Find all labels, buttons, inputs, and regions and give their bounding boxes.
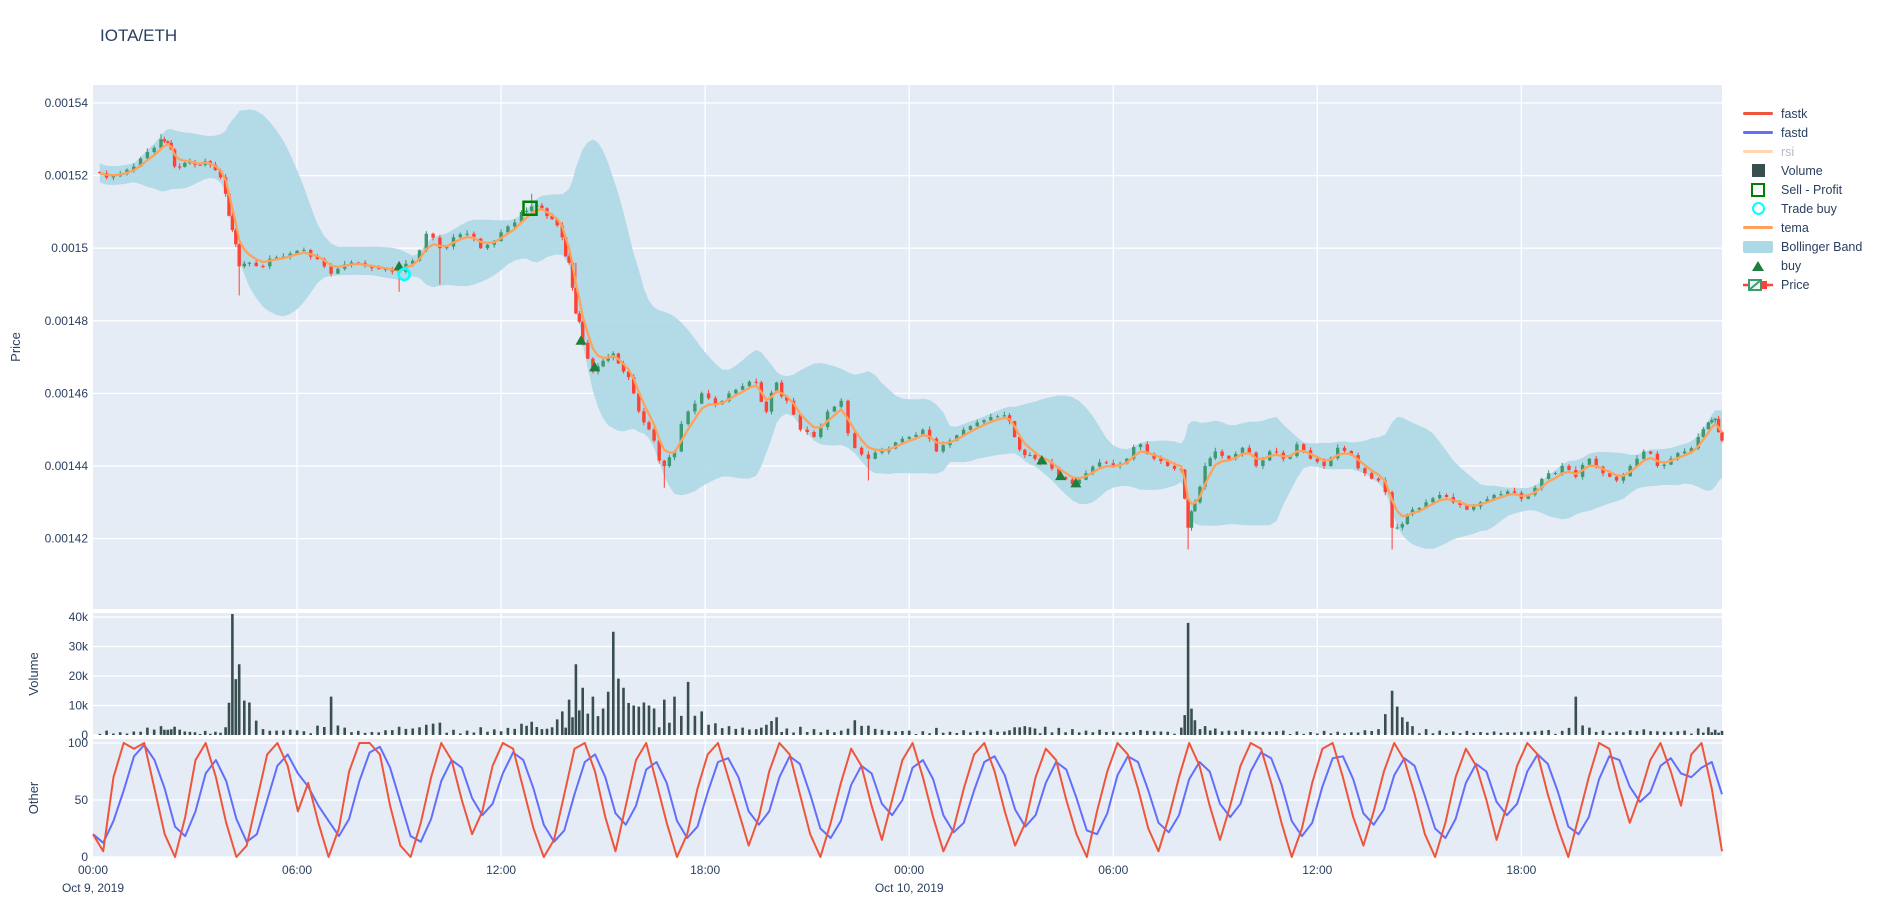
x-tick-label: 12:00: [486, 863, 516, 877]
page-title: IOTA/ETH: [100, 26, 178, 45]
legend-item-label: buy: [1781, 258, 1802, 273]
volume-tick-label: 10k: [69, 699, 89, 713]
x-tick-label: 18:00: [690, 863, 720, 877]
x-date-label: Oct 10, 2019: [875, 881, 944, 895]
price-tick-label: 0.00146: [45, 386, 89, 400]
volume-panel[interactable]: [93, 613, 1722, 735]
price-tick-label: 0.00154: [45, 96, 89, 110]
x-tick-label: 06:00: [1098, 863, 1128, 877]
legend-item-price[interactable]: Price: [1742, 275, 1888, 294]
volume-tick-label: 30k: [69, 640, 89, 654]
legend-item-label: Sell - Profit: [1781, 182, 1843, 197]
legend-item-trade-buy[interactable]: Trade buy: [1742, 199, 1888, 218]
fastd-line: [92, 743, 1723, 844]
triangle-icon: [1742, 260, 1774, 271]
buy-marker: [575, 335, 587, 345]
buy-marker: [1036, 455, 1048, 465]
price-axis-title: Price: [8, 332, 23, 362]
legend-item-fastd[interactable]: fastd: [1742, 123, 1888, 142]
other-axis-title: Other: [26, 781, 41, 814]
legend-item-label: fastk: [1781, 106, 1808, 121]
legend-item-tema[interactable]: tema: [1742, 218, 1888, 237]
trade-markers: [393, 200, 1082, 488]
legend-item-bollinger-band[interactable]: Bollinger Band: [1742, 237, 1888, 256]
legend-item-label: fastd: [1781, 125, 1809, 140]
legend-item-rsi[interactable]: rsi: [1742, 142, 1888, 161]
volume-tick-label: 0: [81, 728, 88, 742]
legend-item-label: rsi: [1781, 144, 1795, 159]
legend-item-fastk[interactable]: fastk: [1742, 104, 1888, 123]
line-icon: [1742, 150, 1774, 153]
line-icon: [1742, 226, 1774, 229]
volume-tick-label: 20k: [69, 669, 89, 683]
line-icon: [1742, 131, 1774, 134]
price-tick-label: 0.0015: [51, 241, 88, 255]
other-tick-label: 50: [75, 793, 89, 807]
buy-marker: [393, 260, 405, 271]
sell-profit-marker: [522, 200, 538, 217]
buy-marker: [1055, 470, 1067, 481]
legend: fastk fastd rsi Volume Sell - Profit Trade bu…: [1742, 104, 1888, 294]
line-icon: [1742, 112, 1774, 115]
other-tick-label: 0: [81, 850, 88, 864]
x-date-label: Oct 9, 2019: [62, 881, 124, 895]
legend-item-label: tema: [1781, 220, 1809, 235]
buy-marker: [589, 361, 601, 372]
square-icon: [1742, 164, 1774, 177]
x-tick-label: 00:00: [894, 863, 924, 877]
fastk-line: [92, 742, 1723, 858]
legend-item-volume[interactable]: Volume: [1742, 161, 1888, 180]
other-tick-label: 100: [68, 736, 88, 750]
legend-item-label: Bollinger Band: [1781, 239, 1863, 254]
tema-line: [99, 143, 1723, 518]
other-panel[interactable]: [93, 739, 1722, 857]
x-tick-label: 00:00: [78, 863, 108, 877]
band-icon: [1742, 240, 1774, 253]
open-circle-icon: [1742, 202, 1774, 215]
trade-buy-marker: [397, 267, 411, 282]
candle-icon: [1742, 277, 1774, 293]
price-tick-label: 0.00148: [45, 314, 89, 328]
volume-axis-title: Volume: [26, 652, 41, 695]
legend-item-label: Trade buy: [1781, 201, 1837, 216]
legend-item-label: Volume: [1781, 163, 1823, 178]
legend-item-buy[interactable]: buy: [1742, 256, 1888, 275]
open-square-icon: [1742, 182, 1774, 197]
x-tick-label: 18:00: [1506, 863, 1536, 877]
buy-marker: [1070, 477, 1082, 488]
volume-tick-label: 40k: [69, 610, 89, 624]
price-tick-label: 0.00152: [45, 169, 89, 183]
x-tick-label: 06:00: [282, 863, 312, 877]
bollinger-band: [99, 109, 1722, 549]
x-tick-label: 12:00: [1302, 863, 1332, 877]
price-tick-label: 0.00142: [45, 532, 89, 546]
legend-item-sell-profit[interactable]: Sell - Profit: [1742, 180, 1888, 199]
legend-item-label: Price: [1781, 277, 1810, 292]
price-tick-label: 0.00144: [45, 459, 89, 473]
